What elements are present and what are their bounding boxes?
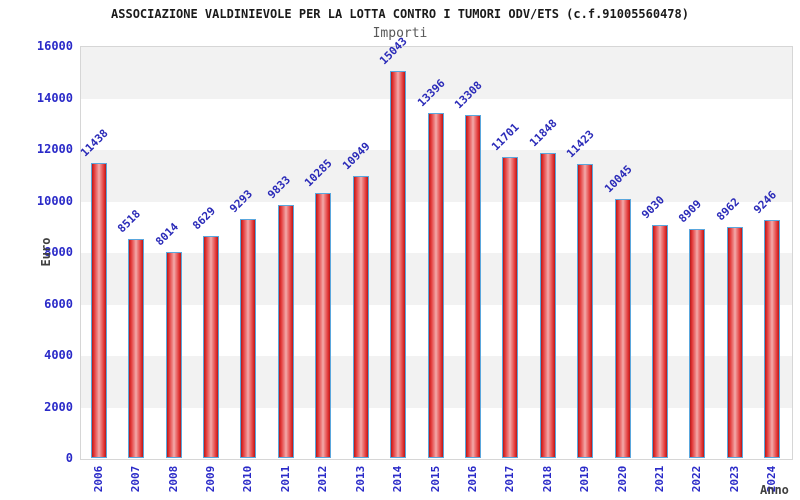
- bar-2022: [689, 228, 706, 458]
- bar-2013: [352, 176, 369, 458]
- plot-band: [81, 47, 792, 99]
- x-tick-label: 2011: [278, 465, 292, 493]
- y-tick-label: 12000: [36, 142, 73, 156]
- y-tick-label: 16000: [36, 39, 73, 53]
- x-tick-label: 2007: [129, 465, 143, 493]
- bar-2011: [277, 204, 294, 458]
- x-tick-label: 2017: [503, 465, 517, 493]
- x-tick-label: 2018: [540, 465, 554, 493]
- x-tick-label: 2008: [166, 465, 180, 493]
- x-tick-label: 2013: [353, 465, 367, 493]
- x-tick-label: 2012: [316, 465, 330, 493]
- x-tick-label: 2021: [653, 465, 667, 493]
- chart-title: ASSOCIAZIONE VALDINIEVOLE PER LA LOTTA C…: [111, 7, 689, 21]
- y-tick-label: 0: [65, 451, 73, 465]
- y-tick-label: 8000: [44, 245, 73, 259]
- bar-2007: [128, 238, 145, 458]
- x-tick-label: 2019: [578, 465, 592, 493]
- x-tick-label: 2006: [91, 465, 105, 493]
- x-tick-label: 2009: [203, 465, 217, 493]
- x-axis-title: Anno: [760, 483, 789, 497]
- bar-2020: [614, 199, 631, 458]
- bar-2019: [577, 163, 594, 458]
- x-tick-label: 2016: [465, 465, 479, 493]
- bar-2009: [202, 235, 219, 458]
- chart-subtitle: Importi: [372, 26, 428, 41]
- bar-2014: [390, 70, 407, 458]
- y-axis-title: Euro: [39, 237, 53, 267]
- y-tick-label: 6000: [44, 296, 73, 311]
- bar-2017: [502, 156, 519, 458]
- bar-2012: [315, 193, 332, 458]
- bar-2010: [240, 218, 257, 458]
- bar-2008: [165, 251, 182, 458]
- x-tick-label: 2023: [727, 465, 741, 493]
- bar-2018: [539, 152, 556, 458]
- bar-2006: [90, 163, 107, 458]
- x-tick-label: 2020: [615, 465, 629, 493]
- bar-2015: [427, 113, 444, 458]
- bar-2016: [464, 115, 481, 458]
- bar-2024: [764, 219, 781, 458]
- x-tick-label: 2014: [391, 465, 405, 493]
- bar-2021: [652, 225, 669, 458]
- y-tick-label: 14000: [36, 90, 73, 105]
- y-tick-label: 4000: [44, 348, 73, 362]
- x-tick-label: 2010: [241, 465, 255, 493]
- y-tick-label: 10000: [36, 193, 73, 208]
- x-tick-label: 2022: [690, 465, 704, 493]
- bar-2023: [726, 227, 743, 458]
- y-tick-label: 2000: [44, 399, 73, 414]
- x-tick-label: 2015: [428, 465, 442, 493]
